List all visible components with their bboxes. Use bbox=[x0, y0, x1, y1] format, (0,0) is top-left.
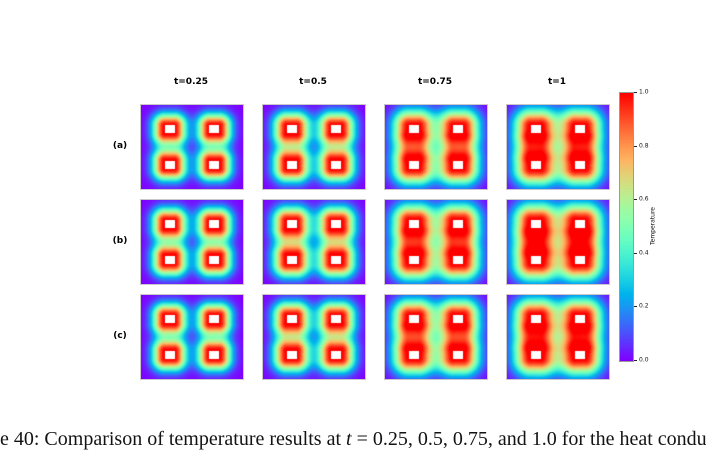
colorbar-tick bbox=[634, 145, 637, 147]
column-title: t=1 bbox=[547, 77, 567, 87]
colorbar-gradient bbox=[619, 92, 634, 362]
colorbar-tick-label: 1.0 bbox=[639, 88, 649, 96]
heatmap-panel bbox=[262, 104, 366, 190]
colorbar-tick bbox=[634, 199, 637, 201]
colorbar-tick-label: 0.4 bbox=[639, 249, 649, 257]
colorbar-tick-label: 0.8 bbox=[639, 142, 649, 150]
row-label: (b) bbox=[112, 236, 128, 246]
caption-segment: e 40: Comparison of temperature results … bbox=[0, 428, 347, 450]
heatmap-panel bbox=[506, 104, 610, 190]
colorbar-tick bbox=[634, 360, 637, 361]
heatmap-panel bbox=[506, 294, 610, 380]
heatmap-panel bbox=[262, 199, 366, 285]
colorbar-tick-label: 0.0 bbox=[639, 356, 649, 364]
heatmap-panel bbox=[140, 199, 244, 285]
heatmap-panel bbox=[140, 104, 244, 190]
colorbar-tick bbox=[634, 252, 637, 254]
caption-segment: = 0.25, 0.5, 0.75, and 1.0 for the heat … bbox=[351, 428, 706, 450]
heatmap-panel bbox=[384, 199, 488, 285]
colorbar-tick bbox=[634, 92, 637, 93]
row-label: (a) bbox=[112, 141, 128, 151]
caption-segment: t bbox=[346, 428, 352, 450]
colorbar-label: Temperature bbox=[649, 206, 657, 246]
colorbar-tick-label: 0.2 bbox=[639, 302, 649, 310]
heatmap-panel bbox=[140, 294, 244, 380]
column-title: t=0.25 bbox=[173, 77, 209, 87]
figure-caption: e 40: Comparison of temperature results … bbox=[0, 428, 706, 451]
colorbar-tick-label: 0.6 bbox=[639, 195, 649, 203]
heatmap-panel bbox=[384, 294, 488, 380]
column-title: t=0.75 bbox=[417, 77, 453, 87]
heatmap-panel bbox=[262, 294, 366, 380]
heatmap-panel bbox=[506, 199, 610, 285]
row-label: (c) bbox=[113, 331, 127, 341]
heatmap-panel bbox=[384, 104, 488, 190]
colorbar-tick bbox=[634, 306, 637, 308]
column-title: t=0.5 bbox=[299, 77, 327, 87]
